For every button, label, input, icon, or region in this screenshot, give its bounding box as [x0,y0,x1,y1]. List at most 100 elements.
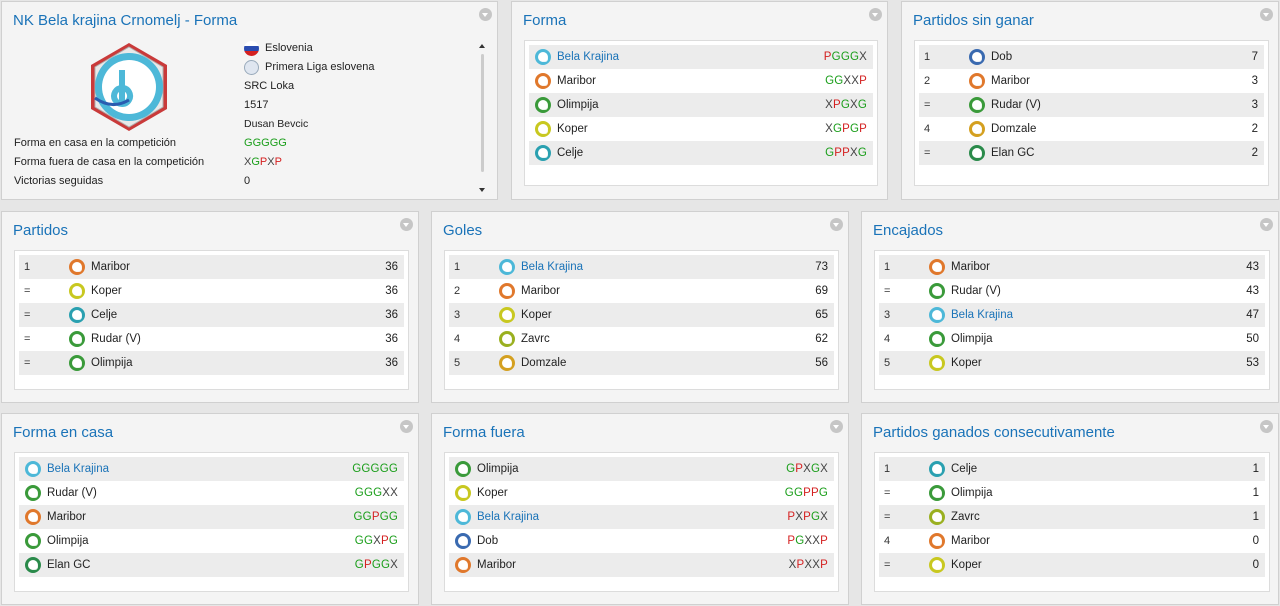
team-name[interactable]: Olimpija [47,535,89,547]
team-name[interactable]: Koper [951,357,982,369]
team-name[interactable]: Olimpija [91,357,133,369]
forma-fuera-panel: Forma fuera Olimpija GPXGX Koper GGPPG Bela … [431,413,849,605]
team-name[interactable]: Domzale [991,123,1037,135]
rank: 3 [454,309,461,321]
team-name[interactable]: Celje [557,147,584,159]
team-crest-icon [535,49,551,65]
list-item: 3 Bela Krajina 47 [879,303,1265,327]
team-name[interactable]: Maribor [47,511,86,523]
list-item: 4 Olimpija 50 [879,327,1265,351]
team-name[interactable]: Bela Krajina [951,309,1014,321]
stat-label: Forma en casa en la competición [14,137,177,149]
team-name[interactable]: Dob [477,535,499,547]
team-name[interactable]: Elan GC [47,559,91,571]
team-name[interactable]: Koper [521,309,552,321]
list-item: 4 Domzale 2 [919,117,1264,141]
scrollbar[interactable] [478,42,487,194]
team-name[interactable]: Dob [991,51,1013,63]
club-title: NK Bela krajina Crnomelj - Forma [13,12,238,29]
collapse-icon[interactable] [1260,420,1273,433]
team-name[interactable]: Olimpija [477,463,519,475]
sin-ganar-list: 1 Dob 7 2 Maribor 3 = Rudar (V) 3 4 Domzale 2 = Elan … [914,40,1269,186]
team-name[interactable]: Rudar (V) [951,285,1001,297]
team-name[interactable]: Zavrc [521,333,550,345]
team-crest-icon [969,97,985,113]
sin-ganar-panel: Partidos sin ganar 1 Dob 7 2 Maribor 3 = Rudar … [901,1,1279,200]
team-name[interactable]: Celje [951,463,978,475]
rank: = [924,99,931,111]
collapse-icon[interactable] [1260,8,1273,21]
team-crest-icon [455,461,471,477]
scroll-up-icon[interactable] [479,44,485,48]
list-item: = Rudar (V) 36 [19,327,404,351]
country: Eslovenia [265,42,313,54]
team-name[interactable]: Maribor [951,261,990,273]
collapse-icon[interactable] [830,218,843,231]
team-name[interactable]: Olimpija [557,99,599,111]
stat-value: 36 [385,309,398,321]
collapse-icon[interactable] [479,8,492,21]
team-crest-icon [929,283,945,299]
panel-title: Encajados [873,222,944,239]
team-name[interactable]: Bela Krajina [521,261,584,273]
team-name[interactable]: Rudar (V) [991,99,1041,111]
list-item: 1 Celje 1 [879,457,1265,481]
stat-value: 73 [815,261,828,273]
team-crest-icon [969,73,985,89]
team-name[interactable]: Maribor [521,285,560,297]
stat-value: 56 [815,357,828,369]
rank: 4 [454,333,461,345]
team-crest-icon [929,557,945,573]
collapse-icon[interactable] [400,218,413,231]
team-name[interactable]: Koper [91,285,122,297]
collapse-icon[interactable] [869,8,882,21]
team-name[interactable]: Domzale [521,357,567,369]
team-name[interactable]: Bela Krajina [477,511,540,523]
team-name[interactable]: Maribor [477,559,516,571]
team-name[interactable]: Rudar (V) [47,487,97,499]
collapse-icon[interactable] [400,420,413,433]
stat-value: 0 [1252,559,1259,571]
team-crest-icon [535,97,551,113]
scroll-down-icon[interactable] [479,188,485,192]
rank: = [884,559,891,571]
team-name[interactable]: Olimpija [951,487,993,499]
collapse-icon[interactable] [1260,218,1273,231]
list-item: Maribor GGPGG [19,505,404,529]
forma-casa-list: Bela Krajina GGGGG Rudar (V) GGGXX Maribor GG… [14,452,409,592]
team-name[interactable]: Maribor [951,535,990,547]
stat-value: 1 [1252,511,1259,523]
form-string: GGXPG [354,535,398,547]
team-crest-icon [69,283,85,299]
team-name[interactable]: Elan GC [991,147,1035,159]
team-name[interactable]: Koper [557,123,588,135]
stat-value: 36 [385,261,398,273]
team-name[interactable]: Maribor [557,75,596,87]
team-name[interactable]: Maribor [91,261,130,273]
team-crest-icon [455,485,471,501]
team-name[interactable]: Maribor [991,75,1030,87]
team-name[interactable]: Bela Krajina [557,51,620,63]
team-crest-icon [69,259,85,275]
team-name[interactable]: Bela Krajina [47,463,110,475]
team-name[interactable]: Koper [951,559,982,571]
stat-value: 53 [1246,357,1259,369]
list-item: Koper XGPGP [529,117,873,141]
team-name[interactable]: Rudar (V) [91,333,141,345]
team-name[interactable]: Koper [477,487,508,499]
list-item: Olimpija XPGXG [529,93,873,117]
form-string: GPXGX [786,463,828,475]
collapse-icon[interactable] [830,420,843,433]
rank: = [884,487,891,499]
list-item: = Zavrc 1 [879,505,1265,529]
team-name[interactable]: Zavrc [951,511,980,523]
list-item: 1 Bela Krajina 73 [449,255,834,279]
team-crest-icon [929,485,945,501]
team-name[interactable]: Celje [91,309,118,321]
stat-value: 43 [1246,285,1259,297]
scroll-thumb[interactable] [481,54,484,172]
rank: = [24,285,31,297]
team-name[interactable]: Olimpija [951,333,993,345]
rank: 4 [884,535,891,547]
rank: 1 [454,261,461,273]
